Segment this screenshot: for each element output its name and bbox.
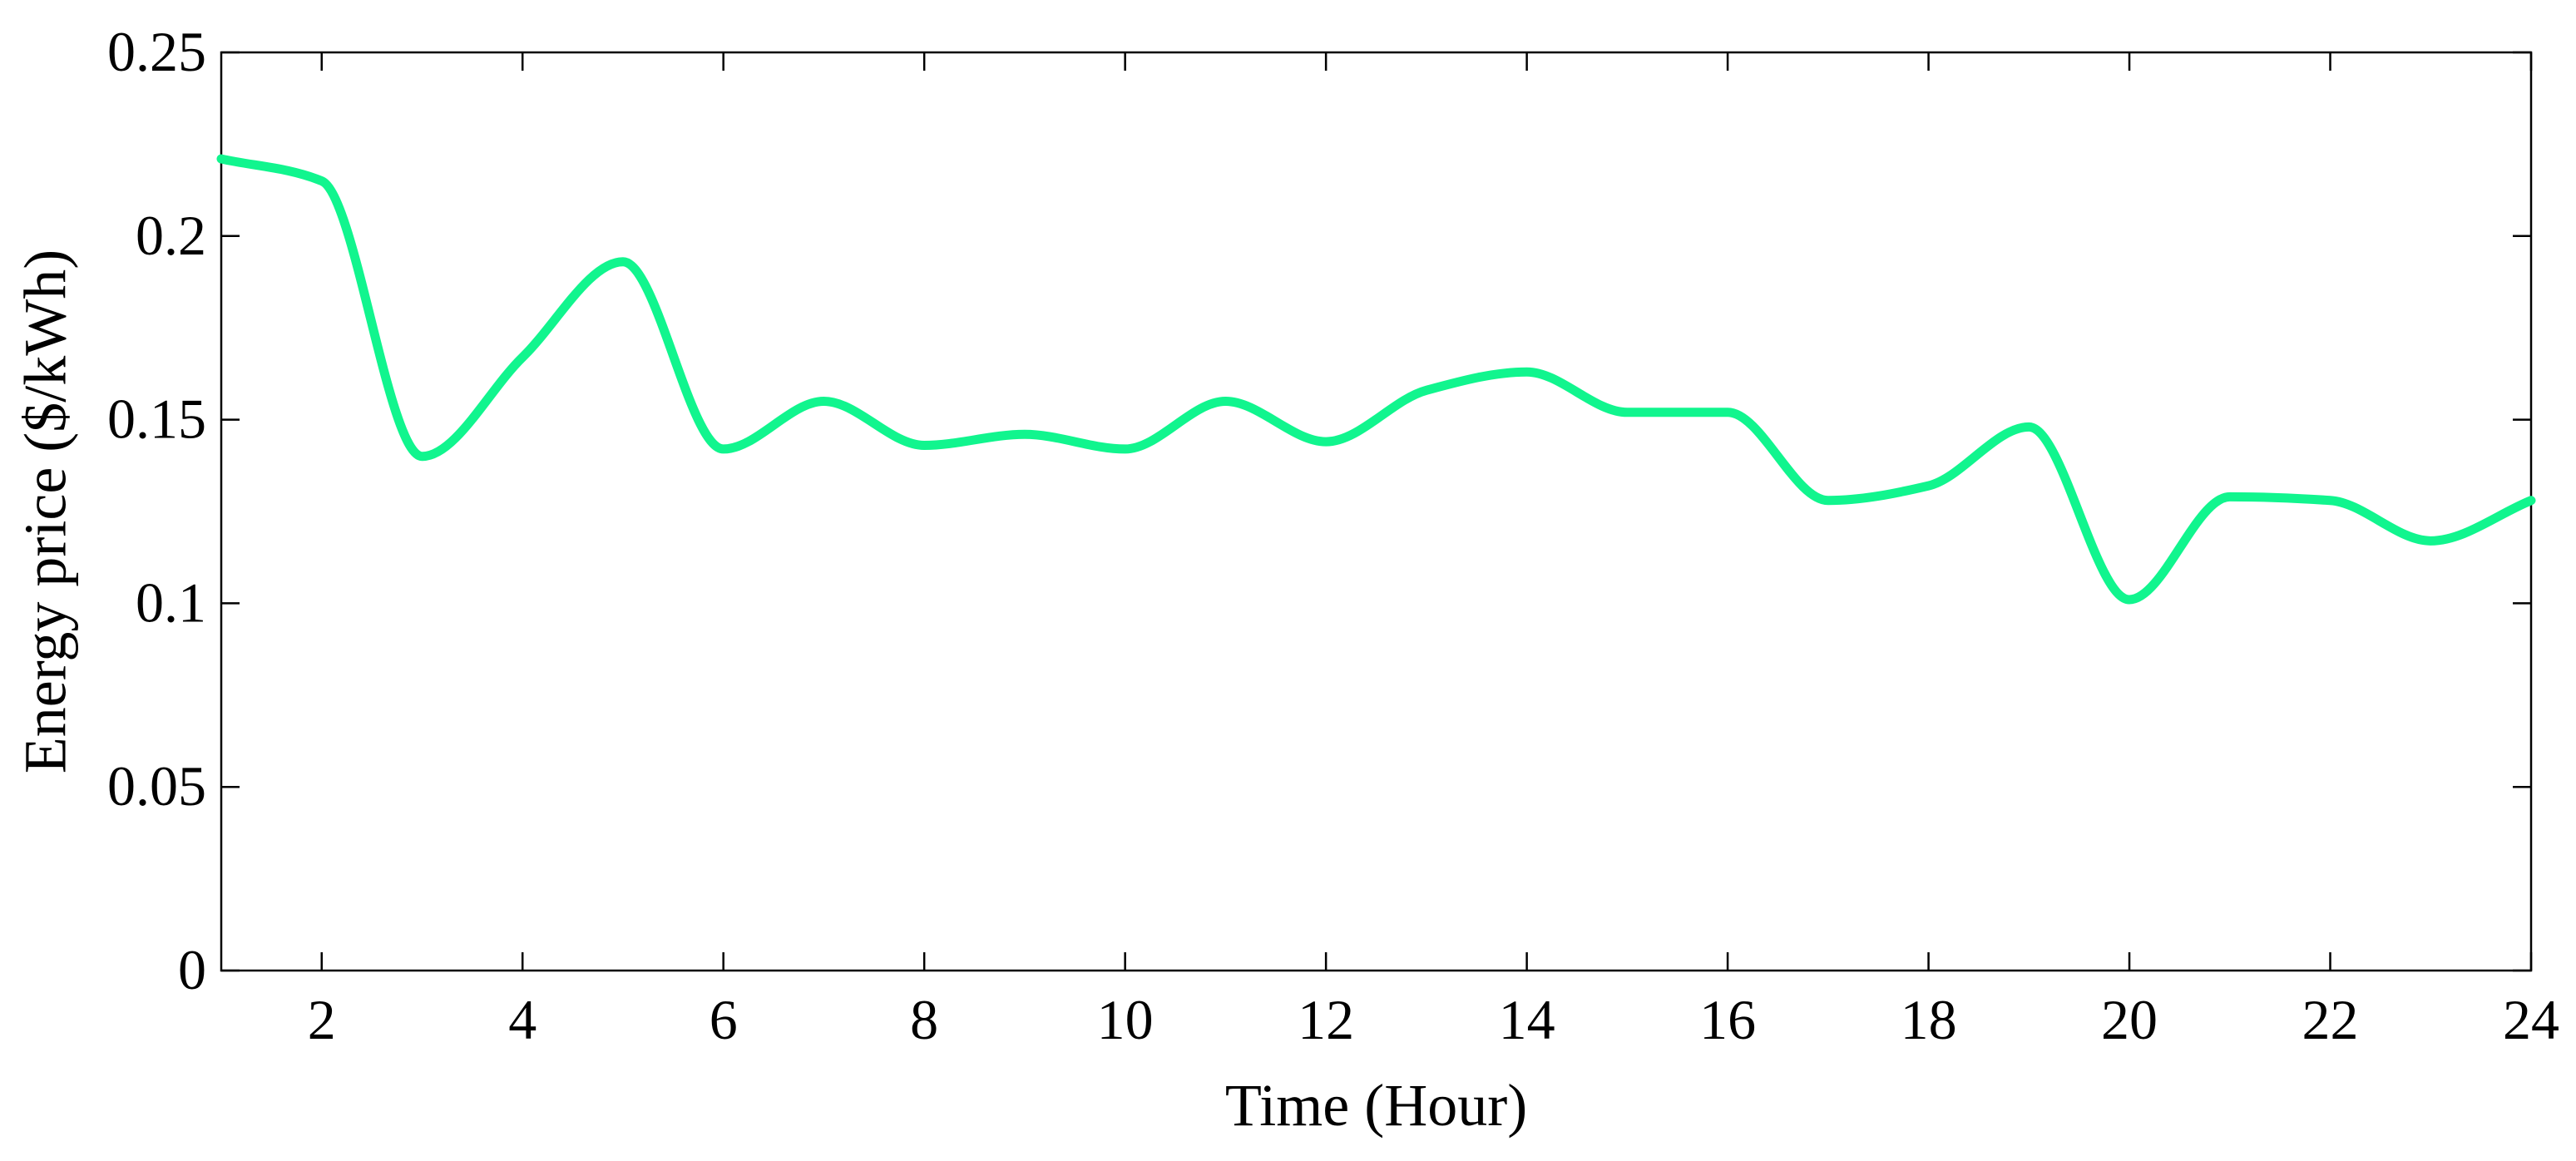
y-tick-label: 0.1	[136, 571, 206, 634]
x-tick-label: 8	[910, 988, 938, 1051]
x-tick-label: 2	[308, 988, 336, 1051]
y-tick-label: 0.25	[107, 20, 206, 83]
series-layer	[216, 154, 2536, 605]
x-tick-label: 16	[1699, 988, 1756, 1051]
plot-area	[220, 51, 2533, 972]
y-tick-label: 0.15	[107, 388, 206, 451]
x-tick-label: 22	[2302, 988, 2359, 1051]
series-line	[216, 154, 2536, 605]
y-axis-title: Energy price ($/kWh)	[12, 249, 79, 773]
x-tick-label: 18	[1901, 988, 1957, 1051]
x-tick-label: 20	[2101, 988, 2158, 1051]
y-tick-label: 0	[178, 938, 206, 1001]
x-axis: 2 4 6 8 10 12 14 16 18 20 22 24	[308, 52, 2559, 1051]
y-tick-label: 0.2	[136, 204, 206, 267]
x-tick-label: 10	[1097, 988, 1154, 1051]
x-tick-label: 4	[508, 988, 536, 1051]
x-tick-label: 24	[2503, 988, 2559, 1051]
x-tick-label: 6	[710, 988, 738, 1051]
x-tick-label: 14	[1499, 988, 1555, 1051]
y-tick-label: 0.05	[107, 754, 206, 818]
x-axis-title: Time (Hour)	[1225, 1072, 1527, 1139]
y-axis: 0 0.05 0.1 0.15 0.2 0.25	[107, 20, 2531, 1001]
plot-frame	[220, 51, 2533, 972]
x-tick-label: 12	[1298, 988, 1354, 1051]
